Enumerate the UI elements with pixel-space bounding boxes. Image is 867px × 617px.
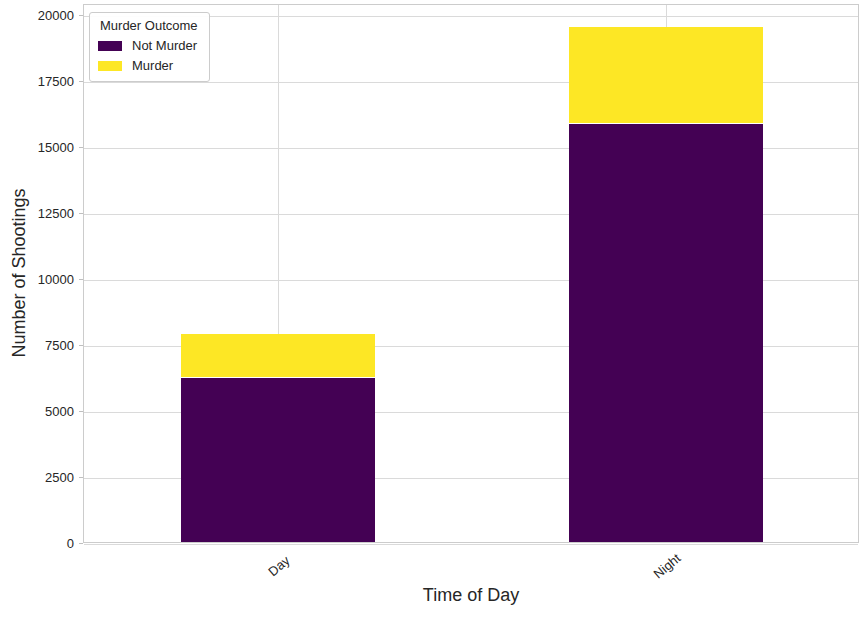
legend-items: Not Murder Murder bbox=[98, 38, 200, 73]
y-tick-label: 17500 bbox=[0, 75, 74, 88]
legend-item-label: Not Murder bbox=[132, 38, 197, 53]
legend-item-label: Murder bbox=[132, 58, 173, 73]
legend-swatch bbox=[98, 61, 122, 71]
bar-segment bbox=[181, 378, 375, 542]
y-tick-label: 5000 bbox=[0, 405, 74, 418]
legend-title: Murder Outcome bbox=[98, 18, 200, 33]
y-tick-label: 20000 bbox=[0, 9, 74, 22]
legend-item: Not Murder bbox=[98, 38, 200, 53]
bar-segment bbox=[181, 334, 375, 379]
plot-area: Murder Outcome Not Murder Murder bbox=[83, 4, 859, 543]
legend: Murder Outcome Not Murder Murder bbox=[89, 12, 210, 82]
bars-layer bbox=[84, 5, 858, 542]
y-tick-label: 15000 bbox=[0, 141, 74, 154]
x-axis-label: Time of Day bbox=[83, 585, 859, 606]
x-tick-label-text: Day bbox=[265, 553, 292, 579]
y-tick-mark bbox=[79, 543, 83, 544]
y-tick-label: 0 bbox=[0, 537, 74, 550]
figure: Number of Shootings Murder Outcome Not M… bbox=[0, 0, 867, 617]
h-gridline bbox=[84, 544, 858, 545]
y-tick-label: 2500 bbox=[0, 471, 74, 484]
legend-swatch bbox=[98, 41, 122, 51]
bar-segment bbox=[569, 27, 763, 123]
y-axis-label: Number of Shootings bbox=[9, 188, 30, 357]
x-tick-label-text: Night bbox=[651, 550, 684, 581]
legend-item: Murder bbox=[98, 58, 200, 73]
bar-segment bbox=[569, 124, 763, 542]
